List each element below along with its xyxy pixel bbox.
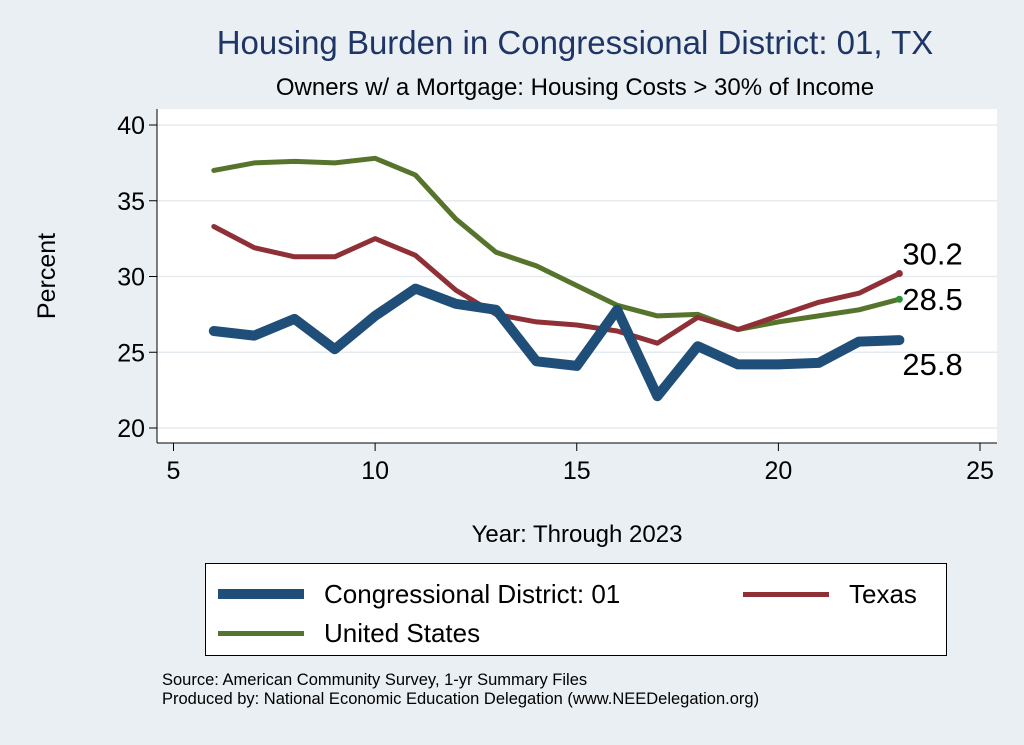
- series-line-1: [211, 224, 902, 346]
- source-line: Source: American Community Survey, 1-yr …: [162, 671, 588, 689]
- series-endpoint-1: [895, 269, 903, 277]
- y-tick-label: 25: [117, 339, 145, 367]
- x-tick-label: 15: [563, 457, 591, 485]
- series-line-0: [208, 283, 905, 402]
- end-label-0: 25.8: [902, 347, 962, 382]
- producer-line: Produced by: National Economic Education…: [162, 690, 760, 708]
- axes: 20 25 30 35 40 5 10 15 20 25: [117, 109, 997, 485]
- y-tick-label: 35: [117, 188, 145, 216]
- series-line-2: [211, 155, 902, 332]
- legend-item-us: United States: [218, 615, 480, 651]
- series-endpoint-0: [896, 337, 903, 344]
- y-tick-label: 40: [117, 112, 145, 140]
- line-chart: 20 25 30 35 40 5 10 15 20 25 25.8 30.2 28.5 Year: T…: [33, 109, 997, 548]
- x-tick-label: 25: [966, 457, 994, 485]
- end-labels: 25.8 30.2 28.5: [902, 236, 962, 382]
- legend-item-district: Congressional District: 01: [218, 576, 620, 612]
- x-tick-label: 10: [361, 457, 389, 485]
- x-tick-label: 5: [167, 457, 181, 485]
- legend: Congressional District: 01 Texas United …: [205, 563, 947, 656]
- series-endpoint-2: [895, 295, 903, 303]
- y-tick-label: 20: [117, 415, 145, 443]
- legend-swatch-us: [218, 630, 304, 636]
- gridlines: [157, 124, 997, 429]
- y-axis-label: Percent: [33, 233, 61, 319]
- x-axis-label: Year: Through 2023: [472, 521, 683, 548]
- end-label-2: 28.5: [902, 282, 962, 317]
- legend-item-texas: Texas: [743, 576, 917, 612]
- legend-label-us: United States: [324, 617, 481, 648]
- y-tick-label: 30: [117, 264, 145, 292]
- legend-swatch-district: [218, 589, 304, 599]
- series-lines: [208, 155, 905, 402]
- legend-swatch-texas: [743, 591, 829, 597]
- x-tick-label: 20: [764, 457, 792, 485]
- legend-label-district: Congressional District: 01: [324, 578, 621, 609]
- legend-label-texas: Texas: [849, 578, 917, 609]
- chart-title: Housing Burden in Congressional District…: [216, 24, 934, 61]
- end-label-1: 30.2: [902, 236, 962, 271]
- chart-subtitle: Owners w/ a Mortgage: Housing Costs > 30…: [275, 74, 875, 101]
- source-note: Source: American Community Survey, 1-yr …: [162, 671, 759, 709]
